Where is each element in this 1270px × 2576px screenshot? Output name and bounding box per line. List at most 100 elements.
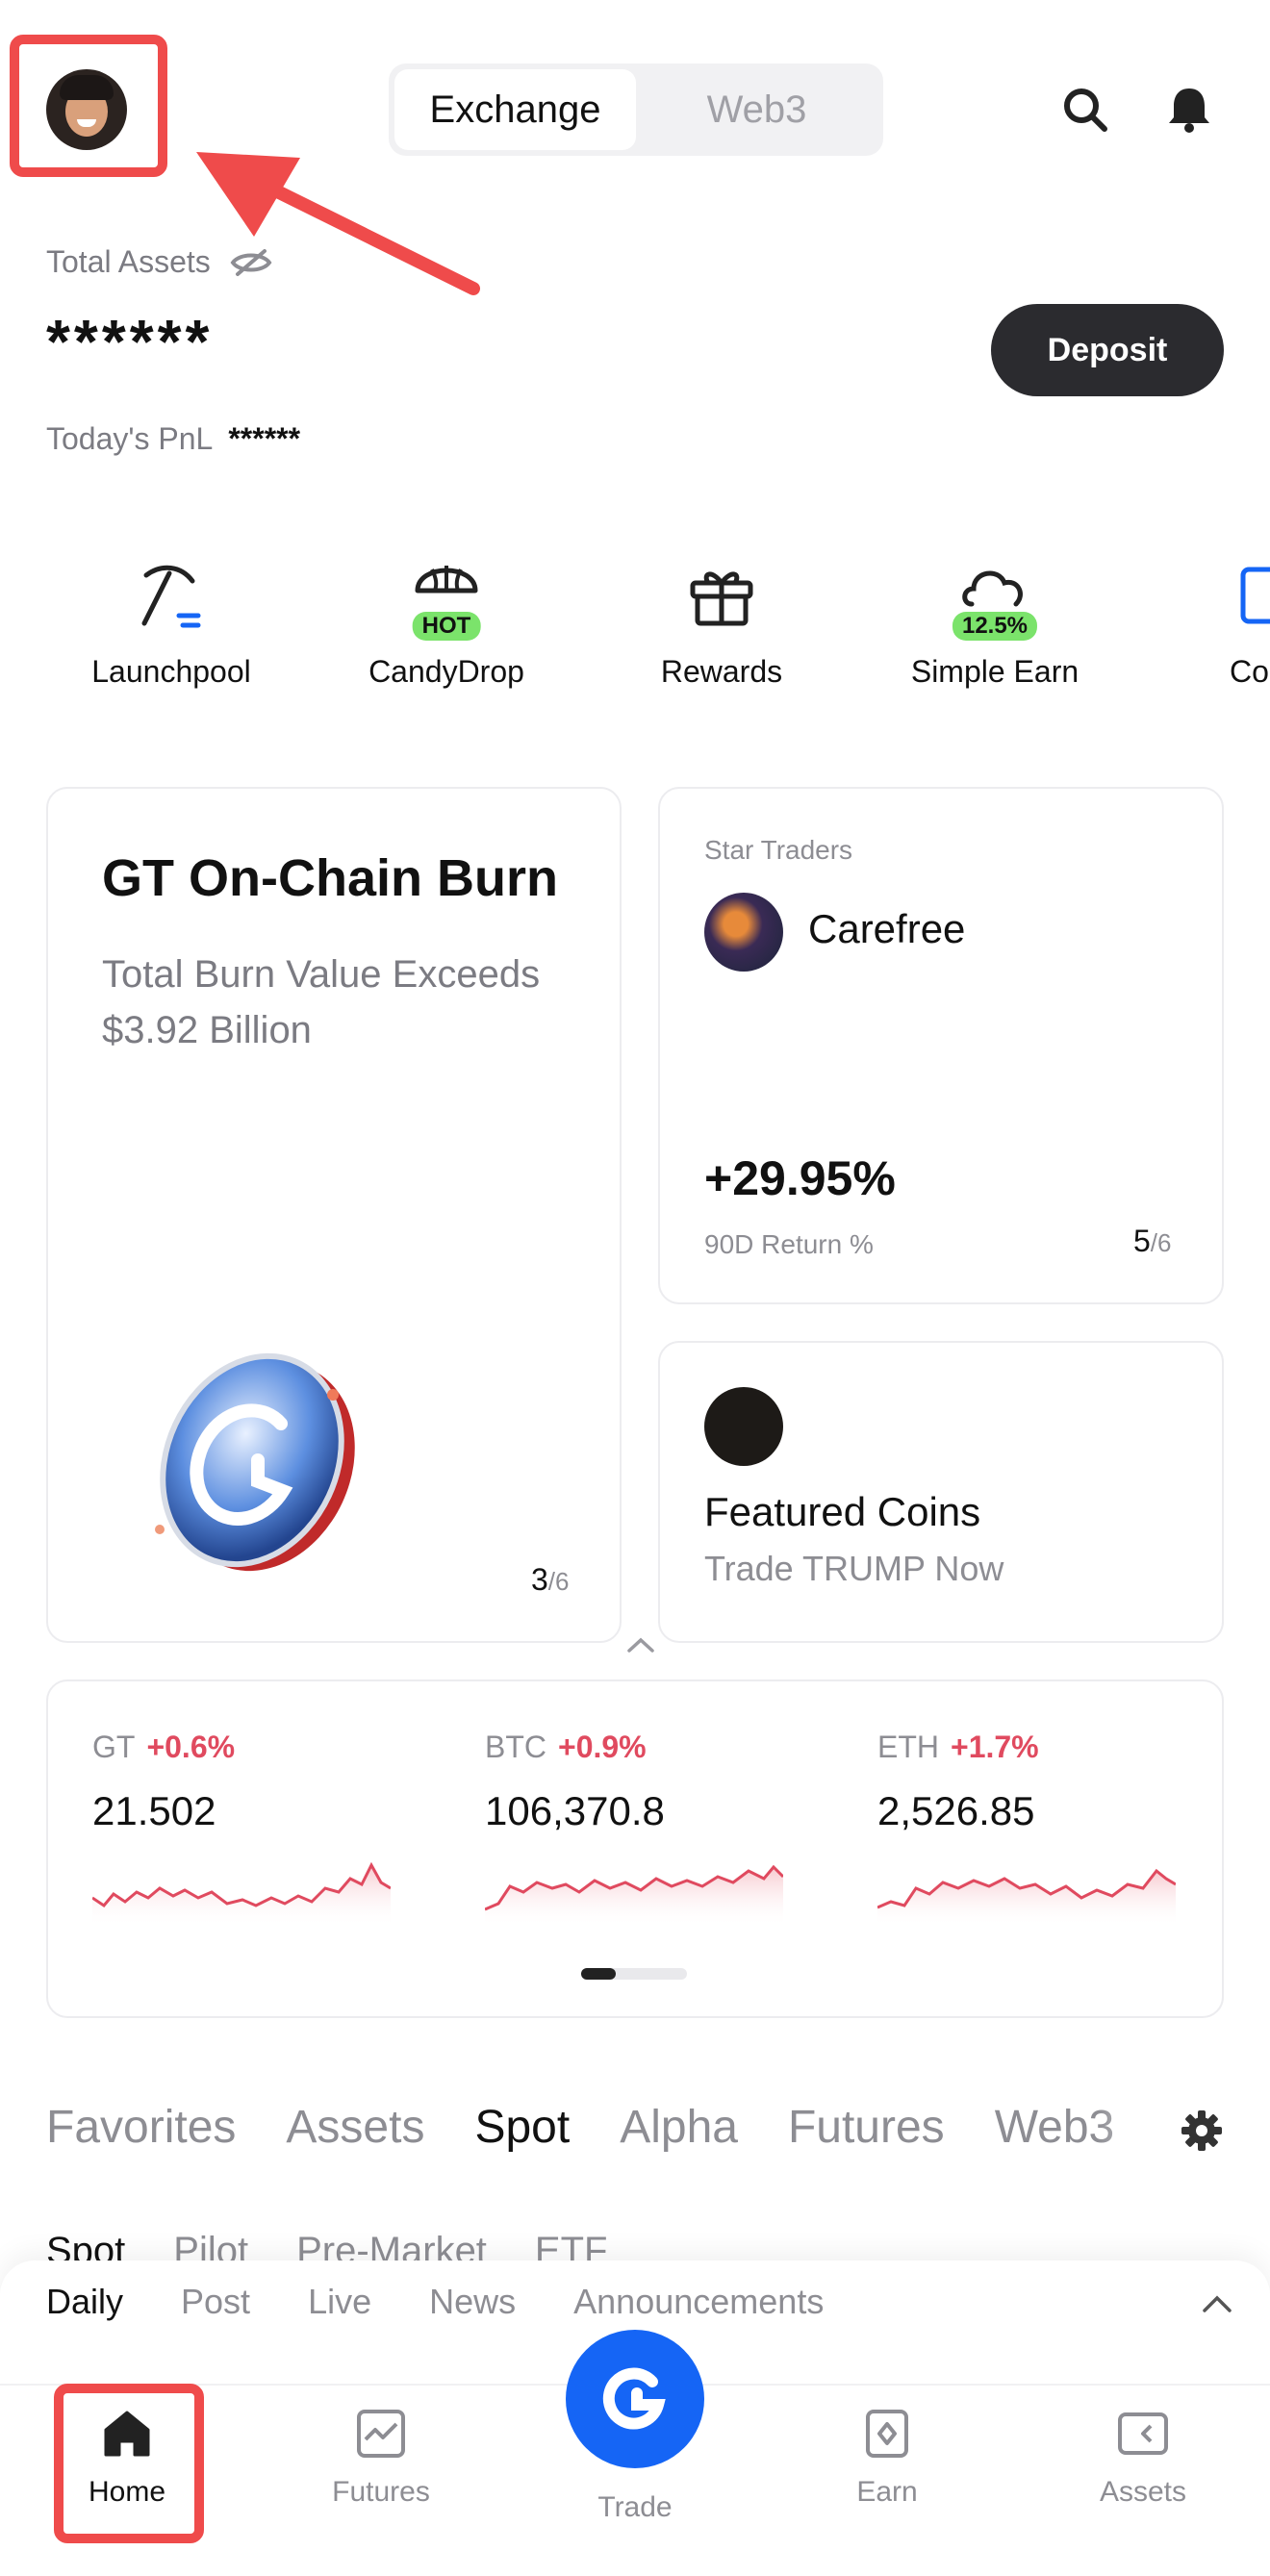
feed-tab-post[interactable]: Post [181,2282,251,2321]
featured-coins-subtitle: Trade TRUMP Now [704,1549,1004,1588]
nav-label: Earn [856,2476,918,2508]
quick-action-rewards[interactable]: Rewards [597,556,847,690]
star-traders-label: Star Traders [704,835,853,865]
home-highlight-box [54,2384,204,2543]
quick-action-copy[interactable]: Co [1145,556,1270,690]
ticker-symbol: BTC +0.9% [485,1730,812,1765]
ticker-price: 2,526.85 [877,1788,1035,1833]
cloud-icon-wrap: 12.5% [952,556,1038,641]
burn-card-pager: 3/6 [531,1562,569,1598]
quick-action-label: Launchpool [91,654,251,689]
pointer-arrow-icon [196,152,480,295]
change-text: +0.6% [146,1730,236,1764]
hot-badge: HOT [412,612,481,641]
ticker-page-indicator [581,1968,687,1980]
todays-pnl: Today's PnL ****** [46,421,300,457]
pnl-value: ****** [228,421,301,456]
symbol-text: ETH [877,1730,939,1764]
burn-card-subtitle: Total Burn Value Exceeds $3.92 Billion [102,953,541,1051]
quick-action-simple-earn[interactable]: 12.5% Simple Earn [870,556,1120,690]
cloud-icon [962,570,1023,607]
ticker-price: 106,370.8 [485,1788,665,1833]
ticker-gt[interactable]: GT +0.6% 21.502 [92,1730,419,1927]
gift-icon [690,571,753,626]
eye-hidden-icon[interactable] [230,248,272,277]
trump-coin-icon [704,1387,783,1466]
feed-tabs: Daily Post Live News Announcements [46,2282,824,2322]
nav-label: Assets [1099,2476,1187,2508]
feed-tab-news[interactable]: News [429,2282,517,2321]
quick-action-launchpool[interactable]: Launchpool [46,556,296,690]
sparkline-chart [92,1861,391,1927]
parachute-icon [415,566,478,593]
tab-alpha[interactable]: Alpha [620,2102,738,2153]
earn-icon [866,2410,908,2458]
tab-favorites[interactable]: Favorites [46,2102,237,2153]
trader-name: Carefree [808,906,966,951]
nav-assets[interactable]: Assets [1056,2407,1230,2509]
sparkline-chart [485,1864,783,1927]
symbol-text: GT [92,1730,136,1764]
gear-icon[interactable] [1180,2109,1224,2153]
change-text: +0.9% [558,1730,647,1764]
tab-exchange[interactable]: Exchange [394,69,636,150]
total-assets-value: ****** [46,307,214,376]
tab-web3[interactable]: Web3 [706,88,807,131]
nav-home[interactable]: Home [40,2407,214,2509]
featured-coins-title: Featured Coins [704,1489,981,1534]
tab-web3[interactable]: Web3 [994,2102,1115,2153]
search-icon[interactable] [1060,85,1110,135]
pager-total: /6 [547,1567,570,1596]
ticker-symbol: GT +0.6% [92,1730,419,1765]
exchange-web3-switch: Exchange Web3 [389,63,883,156]
pager-current: 5 [1133,1224,1151,1258]
ticker-symbol: ETH +1.7% [877,1730,1205,1765]
total-assets-text: Total Assets [46,244,211,279]
deposit-button[interactable]: Deposit [991,304,1224,396]
tab-spot[interactable]: Spot [474,2102,571,2153]
wallet-icon [1118,2412,1168,2455]
pickaxe-icon [141,565,201,628]
bell-icon[interactable] [1164,85,1214,135]
trade-button[interactable] [566,2330,704,2468]
collapse-caret-icon[interactable] [625,1635,656,1654]
nav-futures[interactable]: Futures [294,2407,468,2509]
avatar-highlight-box [10,35,167,177]
tab-futures[interactable]: Futures [787,2102,945,2153]
ticker-price: 21.502 [92,1788,216,1833]
parachute-icon-wrap: HOT [408,556,485,641]
quick-action-label: Simple Earn [910,654,1080,689]
featured-coins-card[interactable]: Featured Coins Trade TRUMP Now [658,1341,1224,1643]
ticker-eth[interactable]: ETH +1.7% 2,526.85 [877,1730,1205,1927]
pnl-label: Today's PnL [46,421,214,456]
nav-trade-label[interactable]: Trade [597,2491,673,2523]
tab-assets[interactable]: Assets [286,2102,425,2153]
total-assets-label: Total Assets [46,244,272,280]
sparkline-chart [877,1868,1176,1927]
quick-action-candydrop[interactable]: HOT CandyDrop [321,556,572,690]
feed-tab-daily[interactable]: Daily [46,2282,124,2321]
gt-burn-card[interactable]: GT On-Chain Burn Total Burn Value Exceed… [46,787,622,1643]
profile-avatar[interactable] [46,69,127,150]
home-icon [104,2411,150,2457]
trader-avatar [704,893,783,972]
market-tabs: Favorites Assets Spot Alpha Futures Web3 [46,2101,1114,2154]
change-text: +1.7% [951,1730,1039,1764]
ticker-btc[interactable]: BTC +0.9% 106,370.8 [485,1730,812,1927]
futures-icon [357,2410,405,2458]
star-traders-card[interactable]: Star Traders Carefree +29.95% 90D Return… [658,787,1224,1304]
avatar-hair [60,75,114,100]
rate-badge: 12.5% [952,612,1038,641]
feed-tab-announcements[interactable]: Announcements [573,2282,825,2321]
nav-label: Futures [332,2476,430,2508]
gt-coin-icon [155,1352,355,1572]
nav-earn[interactable]: Earn [800,2407,974,2509]
trader-return: +29.95% [704,1151,896,1205]
expand-feed-caret-icon[interactable] [1201,2293,1233,2314]
quick-action-label: CandyDrop [368,654,524,689]
feed-tab-live[interactable]: Live [308,2282,372,2321]
quick-action-label: Co [1230,654,1269,689]
quick-action-label: Rewards [660,654,783,689]
pager-total: /6 [1150,1228,1172,1257]
